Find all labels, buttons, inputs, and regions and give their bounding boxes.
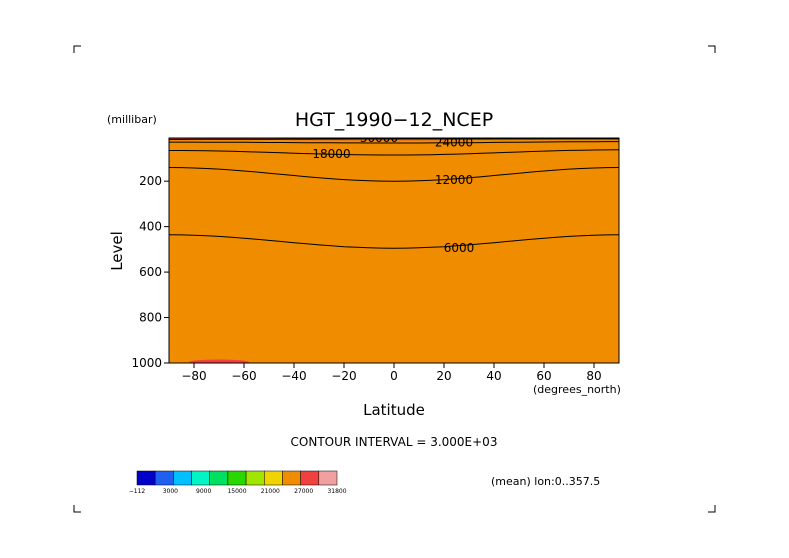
plot-area: 6000 12000 18000 24000 30000 [168, 131, 620, 364]
colorbar-swatch [264, 470, 283, 486]
contour-line-12000 [169, 167, 619, 182]
contour-label-6000: 6000 [444, 241, 475, 255]
contour-line-24000 [169, 141, 619, 144]
y-axis: 200 400 600 800 1000 [131, 174, 169, 370]
colorbar-swatch [209, 470, 229, 486]
crop-mark-top-left [73, 45, 81, 53]
colorbar-label: 21000 [261, 488, 280, 495]
x-tick-label: 20 [436, 369, 451, 383]
chart-title: HGT_1990−12_NCEP [295, 109, 493, 131]
crop-marks [73, 45, 716, 513]
x-tick-label: −60 [231, 369, 256, 383]
colorbar-swatch [227, 470, 247, 486]
y-tick-label: 200 [139, 174, 162, 188]
contour-line-6000 [169, 234, 619, 249]
x-tick-label: −20 [331, 369, 356, 383]
x-axis: −80 −60 −40 −20 0 20 40 60 80 [181, 363, 602, 383]
colorbar-swatch [191, 470, 210, 486]
y-axis-units: (millibar) [107, 113, 157, 126]
contour-interval-label: CONTOUR INTERVAL = 3.000E+03 [291, 435, 498, 449]
y-tick-label: 400 [139, 220, 162, 234]
colorbar-swatch [318, 470, 338, 486]
colorbar-label: 31800 [327, 488, 346, 495]
crop-mark-top-right [708, 45, 716, 53]
colorbar-swatch [136, 470, 156, 486]
crop-mark-bottom-left [73, 505, 81, 513]
surface-band [189, 359, 249, 363]
y-tick-label: 1000 [131, 356, 162, 370]
colorbar-label: 15000 [227, 488, 246, 495]
colorbar-label: 9000 [196, 488, 211, 495]
x-axis-units: (degrees_north) [533, 383, 621, 396]
contour-band-8 [169, 139, 619, 363]
colorbar-label: 3000 [163, 488, 178, 495]
contour-line-30000 [169, 138, 619, 140]
y-tick-label: 600 [139, 265, 162, 279]
colorbar-swatch [173, 470, 192, 486]
contour-label-30000: 30000 [360, 131, 398, 145]
contour-label-12000: 12000 [435, 173, 473, 187]
crop-mark-bottom-right [708, 505, 716, 513]
x-tick-label: −40 [281, 369, 306, 383]
x-axis-label: Latitude [363, 401, 425, 419]
colorbar-swatch [282, 470, 301, 486]
x-tick-label: 80 [586, 369, 601, 383]
mean-longitude-label: (mean) lon:0..357.5 [491, 475, 600, 488]
y-axis-label: Level [108, 231, 126, 271]
x-tick-label: −80 [181, 369, 206, 383]
contour-line-18000 [169, 149, 619, 156]
colorbar-label: −112 [129, 488, 146, 495]
colorbar-label: 27000 [294, 488, 313, 495]
colorbar-swatch [245, 470, 265, 486]
contour-label-18000: 18000 [312, 147, 350, 161]
x-tick-label: 0 [390, 369, 398, 383]
contour-label-24000: 24000 [435, 136, 473, 150]
colorbar: −112 3000 9000 15000 21000 27000 31800 [129, 470, 347, 495]
x-tick-label: 40 [486, 369, 501, 383]
colorbar-swatch [300, 470, 320, 486]
y-tick-label: 800 [139, 311, 162, 325]
colorbar-swatch [154, 470, 174, 486]
x-tick-label: 60 [536, 369, 551, 383]
